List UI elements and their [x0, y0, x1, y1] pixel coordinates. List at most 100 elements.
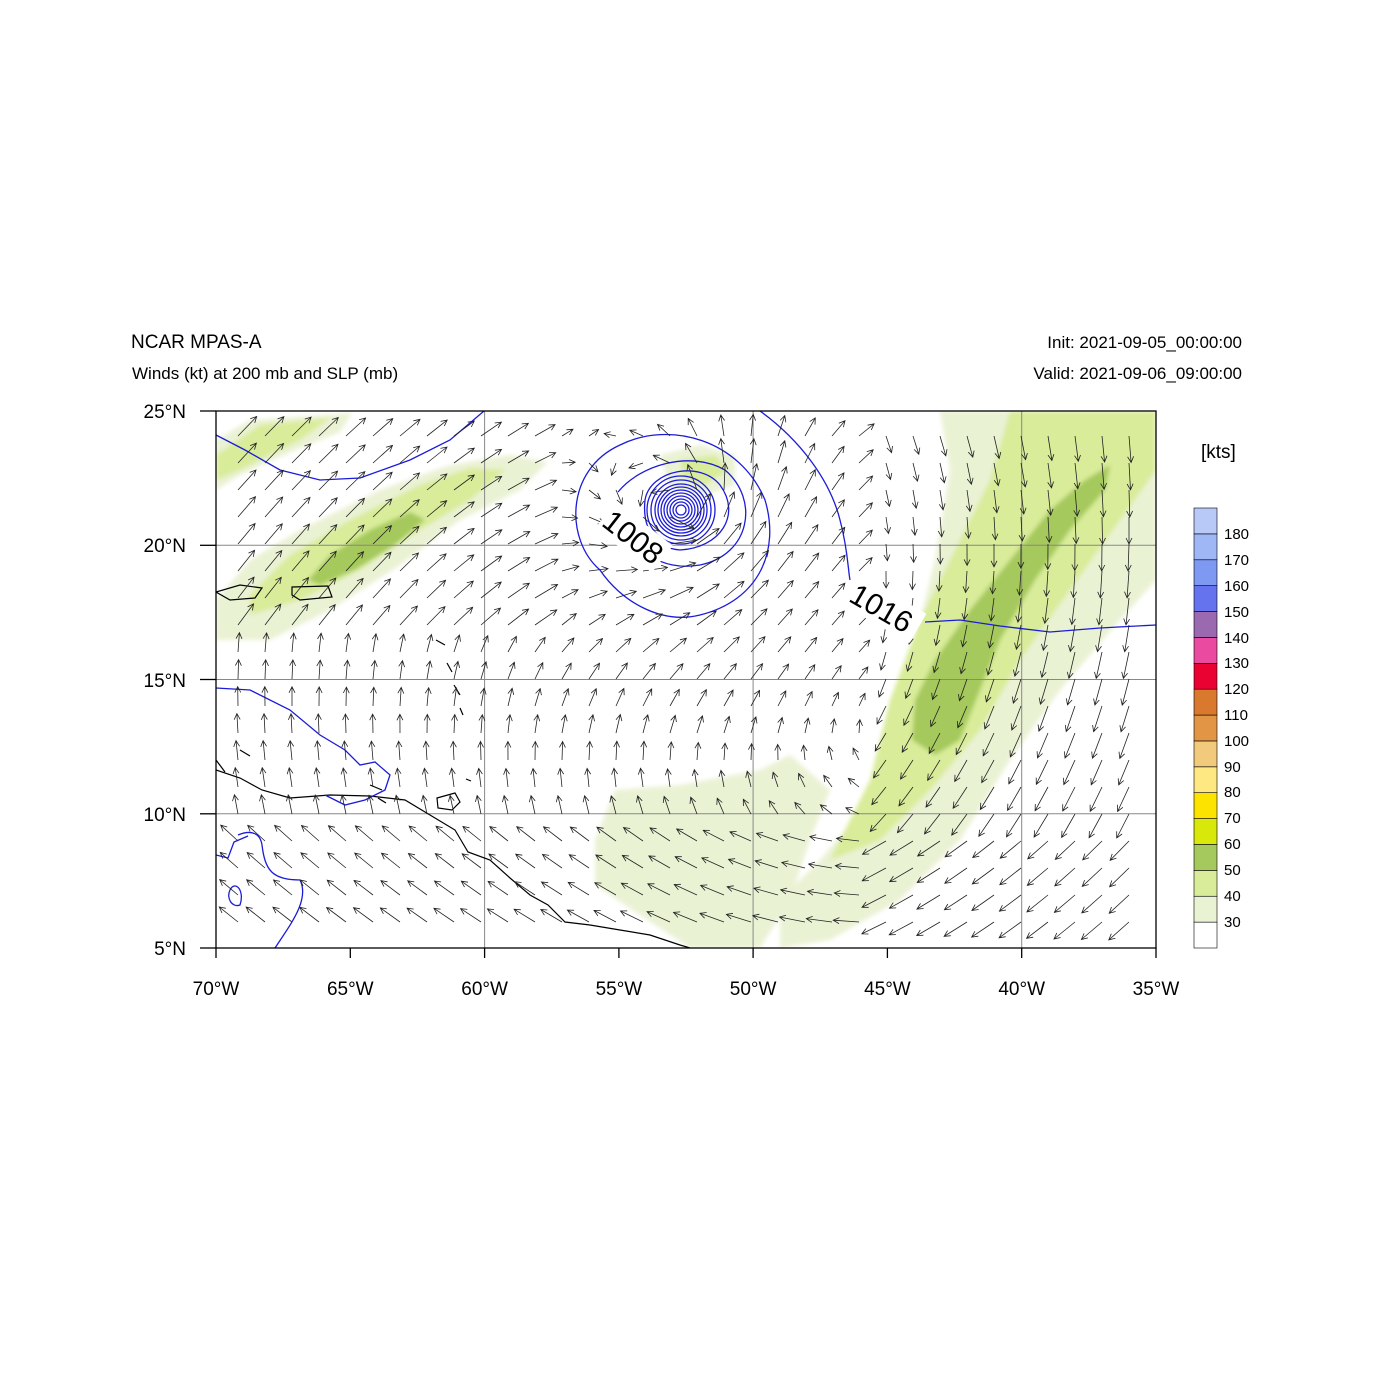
- wind-vector: [272, 879, 293, 896]
- wind-vector: [858, 423, 875, 437]
- wind-vector: [1008, 759, 1022, 785]
- wind-vector: [847, 777, 860, 788]
- hispaniola: [216, 584, 264, 601]
- colorbar-label: 90: [1224, 759, 1241, 776]
- colorbar-box: [1193, 662, 1218, 690]
- x-tick-label: 55°W: [596, 979, 643, 1000]
- wind-vector: [288, 685, 296, 706]
- wind-vector: [808, 834, 833, 842]
- wind-vector: [830, 718, 837, 734]
- wind-vector: [318, 497, 338, 518]
- wind-vector: [1053, 921, 1076, 940]
- wind-vector: [540, 881, 563, 896]
- wind-vector: [424, 686, 432, 707]
- wind-vector: [615, 613, 635, 626]
- wind-vector: [904, 678, 914, 700]
- wind-vector: [718, 414, 725, 437]
- colorbar-box: [1193, 792, 1218, 819]
- wind-vector: [262, 658, 269, 680]
- wind-vector: [399, 605, 419, 626]
- wind-vector: [555, 794, 563, 815]
- wind-vector: [569, 826, 590, 842]
- wind-vector: [588, 590, 609, 599]
- wind-vector: [721, 742, 729, 761]
- wind-vector: [669, 516, 696, 530]
- wind-vector: [989, 570, 997, 595]
- wind-vector: [507, 582, 531, 599]
- wind-vector: [755, 832, 779, 842]
- wind-vector: [831, 445, 845, 464]
- wind-vector: [369, 713, 377, 734]
- wind-vector: [819, 804, 833, 815]
- x-tick-label: 60°W: [461, 979, 508, 1000]
- wind-vector: [318, 523, 338, 545]
- wind-vector: [1061, 813, 1076, 839]
- wind-vector: [534, 452, 557, 464]
- wind-vector: [422, 740, 430, 761]
- wind-vector: [421, 767, 429, 788]
- wind-vector: [831, 554, 846, 572]
- wind-vector: [262, 632, 270, 653]
- wind-vector: [287, 739, 295, 761]
- wind-vector: [823, 774, 833, 788]
- wind-vector: [480, 448, 503, 464]
- wind-vector: [449, 767, 456, 788]
- wind-vector: [237, 522, 256, 545]
- wind-vector: [1009, 732, 1022, 758]
- wind-vector: [1044, 543, 1052, 571]
- trinidad: [436, 792, 461, 811]
- field-description: Winds (kt) at 200 mb and SLP (mb): [132, 364, 399, 383]
- wind-vector: [534, 636, 546, 653]
- slp-contour-sw: [237, 831, 304, 948]
- wind-vector: [869, 813, 887, 833]
- wind-vector: [1090, 759, 1103, 786]
- wind-vector: [609, 794, 617, 815]
- wind-vector: [804, 468, 816, 491]
- wind-vector: [480, 660, 488, 680]
- wind-vector: [291, 443, 312, 464]
- wind-vector: [588, 566, 609, 573]
- wind-vector: [528, 794, 536, 815]
- wind-vector: [450, 740, 457, 761]
- wind-vector: [955, 732, 968, 756]
- wind-vector: [888, 921, 914, 936]
- wind-vector: [1035, 759, 1049, 786]
- wind-vector: [729, 831, 752, 842]
- wind-vector: [718, 769, 726, 788]
- wind-vector: [916, 840, 941, 857]
- wind-vector: [596, 826, 617, 842]
- wind-vector: [453, 606, 474, 626]
- wind-vector: [1096, 597, 1103, 626]
- wind-vector: [856, 718, 863, 734]
- wind-vector: [745, 770, 752, 788]
- wind-vector: [883, 543, 891, 562]
- wind-vector: [861, 840, 887, 855]
- wind-vector: [406, 880, 428, 896]
- wind-vector: [777, 608, 793, 626]
- wind-vector: [507, 687, 515, 707]
- wind-vector: [1020, 462, 1028, 488]
- wind-vector: [507, 477, 530, 491]
- wind-vector: [718, 437, 725, 464]
- wind-vector: [861, 867, 887, 882]
- wind-vector: [245, 879, 266, 896]
- wind-vector: [937, 516, 945, 538]
- colorbar-box: [1193, 507, 1218, 535]
- wind-vector: [291, 603, 309, 626]
- wind-vector: [750, 689, 761, 707]
- wind-vector: [507, 557, 531, 572]
- colorbar-box: [1193, 585, 1218, 612]
- wind-vector: [879, 651, 887, 671]
- wind-vector: [931, 678, 941, 701]
- wind-vector: [353, 879, 374, 896]
- wind-vector: [1091, 732, 1103, 760]
- axis-ticks: [200, 410, 1157, 958]
- wind-vector: [534, 584, 559, 599]
- wind-vector: [507, 635, 517, 653]
- wind-vector: [1054, 867, 1076, 887]
- wind-vector: [615, 489, 623, 506]
- wind-vector: [1062, 786, 1076, 812]
- wind-vector: [345, 604, 364, 626]
- wind-vector: [642, 516, 660, 532]
- colorbar-label: 170: [1224, 552, 1249, 569]
